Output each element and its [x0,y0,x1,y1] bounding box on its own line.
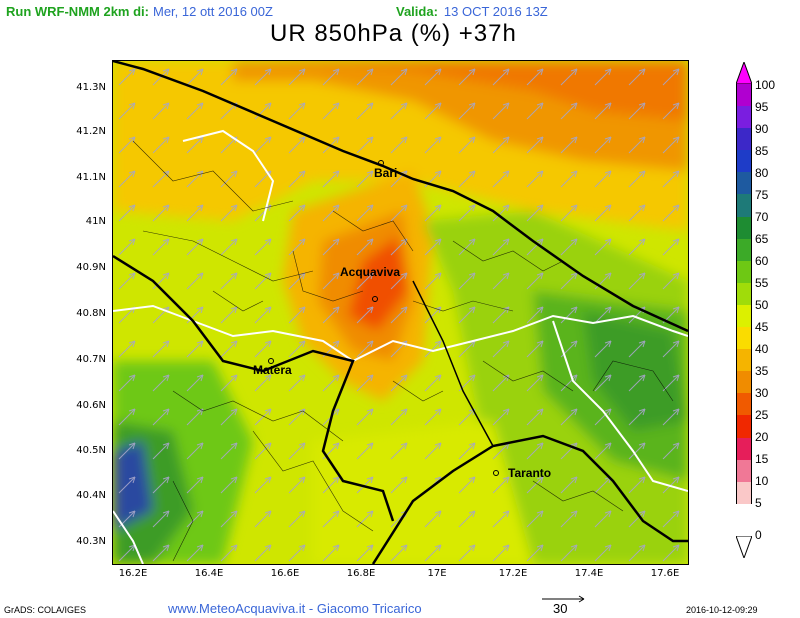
y-tick-label: 40.5N [76,445,106,456]
legend-label: 35 [755,364,769,378]
legend-swatch [736,84,752,107]
legend-swatch [736,371,752,394]
city-label-bari: Bari [374,166,398,180]
humidity-field [113,61,688,564]
legend-swatch [736,393,752,416]
website-link[interactable]: www.MeteoAcquaviva.it - Giacomo Tricaric… [168,601,422,616]
legend-swatch [736,437,752,460]
x-tick-label: 17.4E [574,568,604,579]
legend-swatch [736,459,752,482]
run-info: Run WRF-NMM 2km di: Mer, 12 ott 2016 00Z [6,4,273,19]
legend-swatch [736,304,752,328]
x-tick-label: 16.6E [270,568,300,579]
legend-swatch [736,172,752,195]
vector-scale-arrow [542,595,585,603]
grads-credit: GrADS: COLA/IGES [4,605,87,615]
legend-swatch [736,194,752,217]
legend-label: 55 [755,276,769,290]
x-tick-label: 17E [427,568,447,579]
legend-label: 75 [755,188,769,202]
y-tick-label: 41.2N [76,126,106,137]
legend-label: 30 [755,386,769,400]
legend-swatch [736,238,752,261]
valid-info: Valida: 13 OCT 2016 13Z [396,4,548,19]
x-tick-label: 17.2E [498,568,528,579]
vector-scale-label: 30 [553,601,568,616]
valid-date: 13 OCT 2016 13Z [443,4,548,19]
map-title: UR 850hPa (%) +37h [270,20,517,47]
legend-label: 20 [755,430,769,444]
legend-label: 10 [755,474,769,488]
legend-swatch [736,106,752,129]
legend-label: 25 [755,408,769,422]
city-label-taranto: Taranto [508,466,552,480]
legend-swatch [736,150,752,173]
legend-swatch [736,260,752,283]
y-tick-label: 41N [85,216,106,227]
legend-swatch [736,327,752,350]
legend-swatch [736,349,752,372]
city-label-acquaviva: Acquaviva [340,265,401,279]
legend-label: 0 [755,528,762,542]
timestamp: 2016-10-12-09:29 [686,605,758,615]
y-tick-label: 40.9N [76,262,106,273]
legend-label: 85 [755,144,769,158]
city-label-matera: Matera [253,363,292,377]
legend-label: 50 [755,298,769,312]
legend-label: 60 [755,254,769,268]
legend-label: 80 [755,166,769,180]
legend-label: 90 [755,122,769,136]
humidity-map [112,60,689,565]
y-tick-label: 40.8N [76,308,106,319]
x-tick-label: 16.8E [346,568,376,579]
legend-swatch [736,481,752,504]
legend-label: 45 [755,320,769,334]
legend-label: 100 [755,78,776,92]
legend-swatch [736,216,752,239]
x-tick-label: 17.6E [650,568,680,579]
legend-label: 95 [755,100,769,114]
legend-label: 5 [755,496,762,510]
y-tick-label: 40.7N [76,354,106,365]
legend-swatch [736,128,752,151]
legend-bottom-arrow [736,536,752,558]
y-tick-label: 41.1N [76,172,106,183]
legend-label: 15 [755,452,769,466]
x-tick-label: 16.4E [194,568,224,579]
y-tick-label: 40.4N [76,490,106,501]
legend-label: 65 [755,232,769,246]
x-tick-label: 16.2E [118,568,148,579]
legend-swatch [736,282,752,305]
color-legend [736,84,752,504]
legend-swatch [736,415,752,438]
y-tick-label: 40.6N [76,400,106,411]
y-tick-label: 41.3N [76,82,106,93]
legend-label: 70 [755,210,769,224]
run-date: Mer, 12 ott 2016 00Z [152,4,273,19]
valid-label: Valida: [396,4,438,19]
legend-label: 40 [755,342,769,356]
y-tick-label: 40.3N [76,536,106,547]
legend-top-arrow [736,62,752,84]
run-label: Run WRF-NMM 2km di: [6,4,149,19]
